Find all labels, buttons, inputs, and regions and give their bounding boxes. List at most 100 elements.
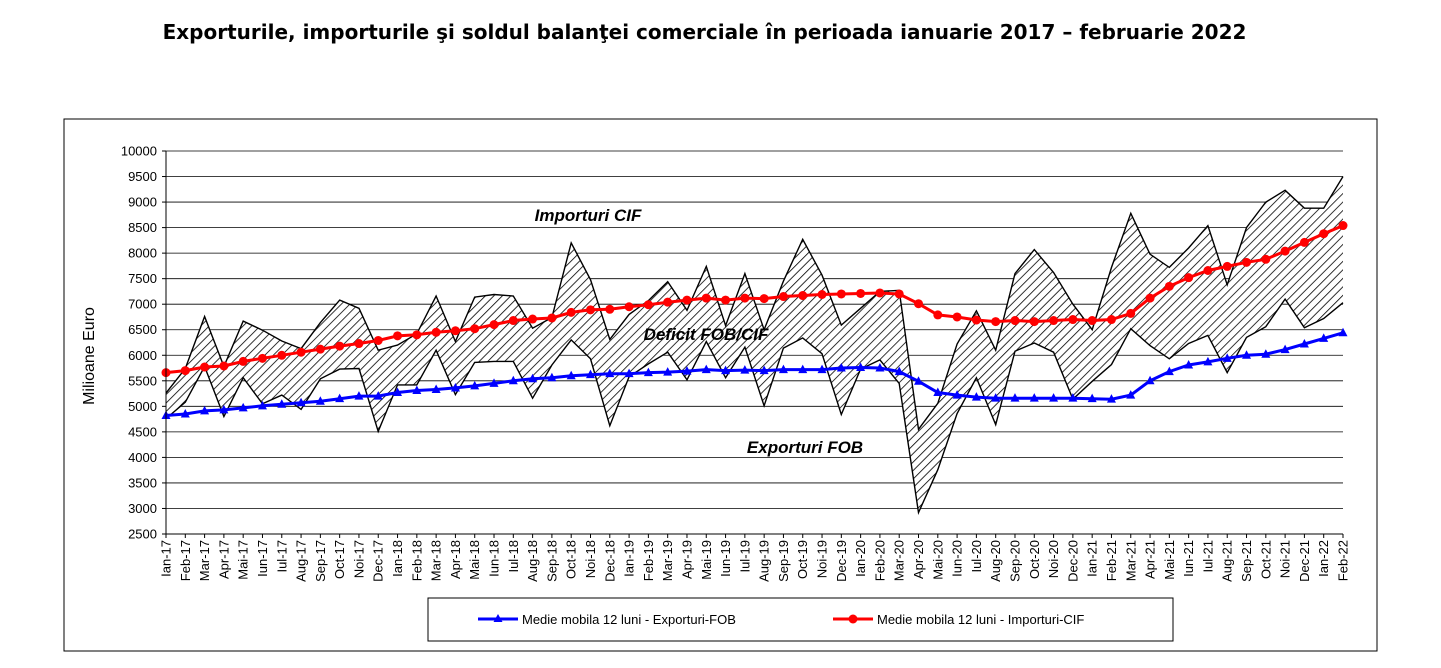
x-tick-label: Feb-19 xyxy=(641,540,656,581)
x-tick-label: Oct-20 xyxy=(1027,540,1042,579)
exports-ma-point xyxy=(1184,359,1194,369)
imports-ma-point xyxy=(1029,317,1039,327)
exports-ma-point xyxy=(1106,394,1116,403)
imports-ma-point xyxy=(817,289,827,299)
exports-ma-point xyxy=(470,380,480,390)
x-tick-label: Ian-17 xyxy=(159,540,174,577)
exports-ma-point xyxy=(663,367,673,376)
exports-ma-point xyxy=(836,363,846,372)
exports-ma-point xyxy=(875,363,885,372)
x-tick-label: Aug-19 xyxy=(757,540,772,582)
y-axis-label: Milioane Euro xyxy=(81,307,98,405)
exports-ma-point xyxy=(971,392,981,401)
exports-ma-point xyxy=(914,376,924,385)
y-tick-label: 2500 xyxy=(128,527,157,542)
exports-ma-point xyxy=(624,368,634,378)
y-tick-label: 9500 xyxy=(128,169,157,184)
imports-ma-point xyxy=(315,344,325,354)
imports-ma-point xyxy=(489,320,499,330)
x-axis-ticks: Ian-17 Feb-17 Mar-17 Apr-17 Mai-17 Iun-17 Iul-… xyxy=(159,534,1351,582)
exports-ma-point xyxy=(508,375,518,385)
imports-ma-point xyxy=(1164,281,1174,291)
imports-monthly-line xyxy=(165,176,1344,432)
y-tick-label: 4000 xyxy=(128,450,157,465)
exports-ma-point xyxy=(1145,375,1155,385)
exports-ma-point xyxy=(180,408,190,418)
exports-ma-point xyxy=(1242,350,1252,359)
imports-ma-point xyxy=(470,324,480,334)
x-tick-label: Noi-21 xyxy=(1278,540,1293,578)
exports-ma-point xyxy=(296,397,306,407)
x-tick-label: Feb-17 xyxy=(178,540,193,581)
exports-ma-point xyxy=(817,364,827,374)
exports-ma-point xyxy=(393,387,403,397)
x-tick-label: Aug-21 xyxy=(1220,540,1235,582)
x-tick-label: Noi-18 xyxy=(583,540,598,578)
imports-ma-point xyxy=(605,304,615,314)
exports-ma-point xyxy=(257,400,267,410)
x-tick-label: Aug-20 xyxy=(988,540,1003,582)
imports-ma-point xyxy=(663,297,673,307)
imports-ma-point xyxy=(1106,315,1116,325)
x-tick-label: Mai-18 xyxy=(467,540,482,580)
x-tick-label: Feb-20 xyxy=(872,540,887,581)
imports-ma-point xyxy=(1203,265,1213,275)
axes xyxy=(165,151,1343,535)
y-tick-label: 7000 xyxy=(128,297,157,312)
y-tick-label: 5500 xyxy=(128,373,157,388)
x-tick-label: Dec-21 xyxy=(1297,540,1312,582)
exports-ma-point xyxy=(450,382,460,392)
imports-ma-point xyxy=(180,366,190,376)
imports-ma-point xyxy=(1222,261,1232,271)
y-tick-label: 8500 xyxy=(128,220,157,235)
x-tick-label: Oct-21 xyxy=(1258,540,1273,579)
x-tick-label: Mai-21 xyxy=(1162,540,1177,580)
x-tick-label: Ian-21 xyxy=(1085,540,1100,577)
legend: Medie mobila 12 luni - Exporturi-FOB Med… xyxy=(427,597,1174,642)
x-tick-label: Mai-19 xyxy=(699,540,714,580)
x-tick-label: Oct-19 xyxy=(795,540,810,579)
imports-ma-point xyxy=(759,294,769,304)
annotation-exports: Exporturi FOB xyxy=(747,438,863,457)
imports-ma-point xyxy=(431,327,441,337)
page-title: Exporturile, importurile şi soldul balan… xyxy=(162,20,1247,44)
imports-ma-point xyxy=(1068,315,1078,325)
y-tick-label: 6500 xyxy=(128,322,157,337)
exports-ma-point xyxy=(1261,349,1271,358)
y-axis-ticks: 10000 9500 9000 8500 8000 7500 7000 6500 6000 550… xyxy=(121,144,166,542)
imports-ma-point xyxy=(508,316,518,326)
moving-average-lines xyxy=(161,221,1348,420)
imports-ma-point xyxy=(624,302,634,312)
imports-ma-point xyxy=(778,292,788,302)
imports-ma-point xyxy=(450,326,460,336)
exports-ma-point xyxy=(1010,393,1020,402)
exports-ma-point xyxy=(315,396,325,405)
imports-ma-point xyxy=(1087,316,1097,326)
exports-ma-point xyxy=(856,362,866,372)
exports-ma-point xyxy=(1319,333,1329,342)
exports-ma-point xyxy=(489,378,499,387)
x-tick-label: Mai-20 xyxy=(930,540,945,580)
legend-label-imports: Medie mobila 12 luni - Importuri-CIF xyxy=(877,612,1084,627)
imports-ma-point xyxy=(894,289,904,299)
x-tick-label: Oct-18 xyxy=(564,540,579,579)
x-tick-label: Ian-19 xyxy=(622,540,637,577)
exports-ma-point xyxy=(547,372,557,382)
x-tick-label: Mai-17 xyxy=(236,540,251,580)
imports-ma-point xyxy=(200,362,210,372)
legend-box xyxy=(427,597,1174,642)
y-tick-label: 8000 xyxy=(128,246,157,261)
exports-ma-point xyxy=(1203,356,1213,366)
x-tick-label: Iul-20 xyxy=(969,540,984,573)
imports-ma-point xyxy=(1184,273,1194,283)
x-tick-label: Apr-20 xyxy=(911,540,926,579)
legend-marker-exports xyxy=(493,614,503,622)
x-tick-label: Dec-18 xyxy=(602,540,617,582)
imports-ma-point xyxy=(1338,221,1348,231)
exports-ma-point xyxy=(643,367,653,377)
exports-ma-point xyxy=(682,366,692,375)
imports-ma-point xyxy=(1319,229,1329,239)
x-tick-label: Ian-18 xyxy=(390,540,405,577)
exports-ma-point xyxy=(277,399,287,408)
